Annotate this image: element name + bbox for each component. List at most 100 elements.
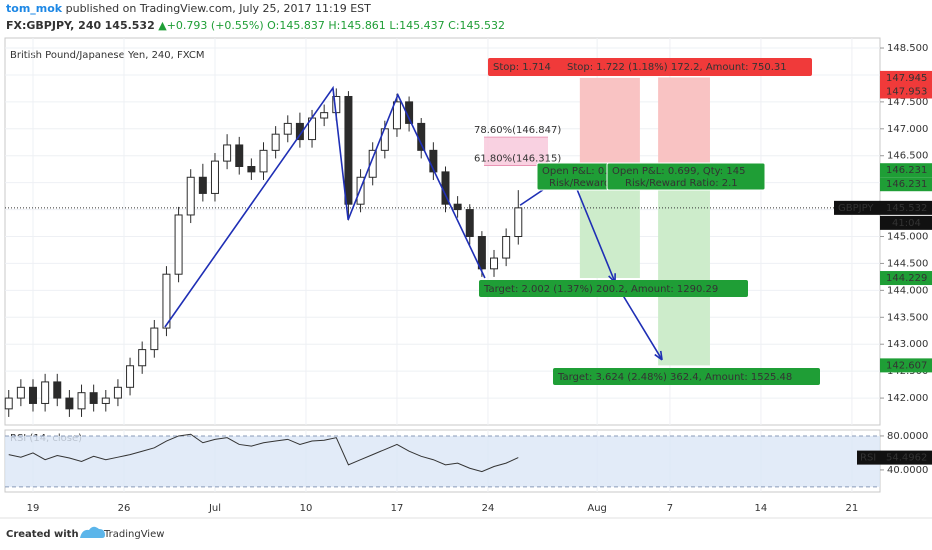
price-tag-label: 146.231: [886, 165, 927, 176]
last-price-label: 145.532: [886, 203, 927, 214]
candle-body: [368, 149, 377, 178]
ohlc-close: C:145.532: [448, 19, 505, 32]
candle-body: [210, 160, 219, 194]
x-tick-label: Aug: [587, 503, 607, 514]
change: +0.793 (+0.55%): [167, 19, 264, 32]
pnl-label: Open P&L: 0.: [542, 166, 607, 177]
x-tick-label: 26: [118, 503, 131, 514]
candle-body: [174, 214, 183, 275]
candle-body: [41, 381, 50, 404]
symbol-tag: [834, 200, 880, 215]
stop-label: Stop: 1.714: [493, 62, 551, 73]
y2-tick-label: 80.0000: [887, 431, 928, 442]
price-tag-label: 142.607: [886, 360, 927, 371]
header-line: tom_mok published on TradingView.com, Ju…: [6, 2, 371, 15]
y-tick-label: 144.000: [887, 285, 928, 296]
ohlc-low: L:145.437: [389, 19, 444, 32]
y-tick-label: 143.500: [887, 312, 928, 323]
stop-label: Stop: 1.722 (1.18%) 172.2, Amount: 750.3…: [567, 62, 787, 73]
pnl-label: Risk/Reward: [549, 178, 610, 189]
price-tag: [880, 271, 932, 286]
candle-body: [65, 397, 74, 410]
candle-body: [271, 133, 280, 151]
candle-body: [417, 122, 426, 151]
candle-body: [77, 392, 86, 410]
ohlc-high: H:145.861: [328, 19, 385, 32]
price-tag-label: 147.945: [886, 73, 927, 84]
target-label-box: [553, 368, 820, 385]
candle-body: [514, 207, 523, 238]
stop-label-box: [488, 58, 812, 76]
y-tick-label: 146.500: [887, 151, 928, 162]
candle-body: [198, 176, 207, 194]
fib-zone: [484, 137, 549, 166]
candle-body: [16, 386, 25, 399]
candle-body: [465, 209, 474, 238]
candle-body: [295, 122, 304, 141]
price-tag-label: 147.953: [886, 86, 927, 97]
candle-body: [89, 392, 98, 404]
x-tick-label: 24: [482, 503, 495, 514]
candle-body: [126, 365, 135, 388]
symbol-line: FX:GBPJPY, 240 145.532 ▲+0.793 (+0.55%) …: [6, 19, 505, 32]
rsi-band: [5, 435, 880, 487]
countdown-tag: [880, 215, 932, 230]
candle-body: [392, 101, 401, 130]
stop-zone: [658, 77, 710, 171]
y-tick-label: 142.000: [887, 393, 928, 404]
symbol-tag-label: GBPJPY: [838, 203, 874, 214]
chart-title: British Pound/Japanese Yen, 240, FXCM: [10, 50, 205, 61]
price: 145.532: [105, 19, 155, 32]
y-tick-label: 144.500: [887, 258, 928, 269]
candle-body: [113, 386, 122, 399]
target-zone: [658, 170, 710, 366]
rsi-line: [8, 433, 519, 473]
price-tag: [880, 84, 932, 99]
candle-body: [453, 203, 462, 211]
candle-body: [247, 165, 256, 173]
ohlc-open: O:145.837: [267, 19, 325, 32]
pnl-label-box: [606, 162, 766, 191]
fib-label: 61.80%(146.315): [474, 154, 561, 165]
author[interactable]: tom_mok: [6, 2, 63, 15]
arrow: ▲: [158, 19, 167, 32]
candle-body: [101, 397, 110, 404]
y-tick-label: 145.000: [887, 232, 928, 243]
y2-tick-label: 40.0000: [887, 465, 928, 476]
stop-zone: [579, 77, 640, 171]
price-tag: [880, 70, 932, 85]
price-pane: [4, 37, 881, 426]
price-tag-label: 146.231: [886, 179, 927, 190]
logo: [80, 526, 105, 538]
candle-body: [344, 95, 353, 205]
x-tick-label: 17: [391, 503, 404, 514]
candle-body: [259, 149, 268, 173]
countdown-label: 41:04: [892, 218, 921, 229]
published: published on TradingView.com, July 25, 2…: [66, 2, 372, 15]
footer-brand[interactable]: TradingView: [103, 529, 164, 540]
y-tick-label: 148.500: [887, 43, 928, 54]
x-tick-label: 7: [667, 503, 673, 514]
x-tick-label: 10: [300, 503, 313, 514]
candle-body: [502, 236, 511, 259]
rsi-value-label: 54.4962: [886, 453, 927, 464]
y-tick-label: 143.000: [887, 339, 928, 350]
target-label: Target: 2.002 (1.37%) 200.2, Amount: 129…: [483, 284, 718, 295]
arrow-head: [654, 350, 663, 361]
candle-body: [138, 349, 147, 367]
candle-body: [223, 144, 232, 162]
pnl-label: Risk/Reward Ratio: 2.1: [625, 178, 738, 189]
candle-body: [490, 257, 499, 270]
candle-body: [150, 327, 159, 351]
x-tick-label: Jul: [208, 503, 221, 514]
rsi-tag-label: RSI: [860, 453, 876, 464]
candle-body: [53, 381, 62, 399]
pnl-label: Open P&L: 0.699, Qty: 145: [612, 166, 745, 177]
drawing-zigzag: [164, 85, 486, 328]
y-tick-label: 147.000: [887, 124, 928, 135]
candle-body: [186, 176, 195, 216]
target-label: Target: 3.624 (2.48%) 362.4, Amount: 152…: [557, 372, 792, 383]
rsi-tag: [857, 450, 880, 465]
